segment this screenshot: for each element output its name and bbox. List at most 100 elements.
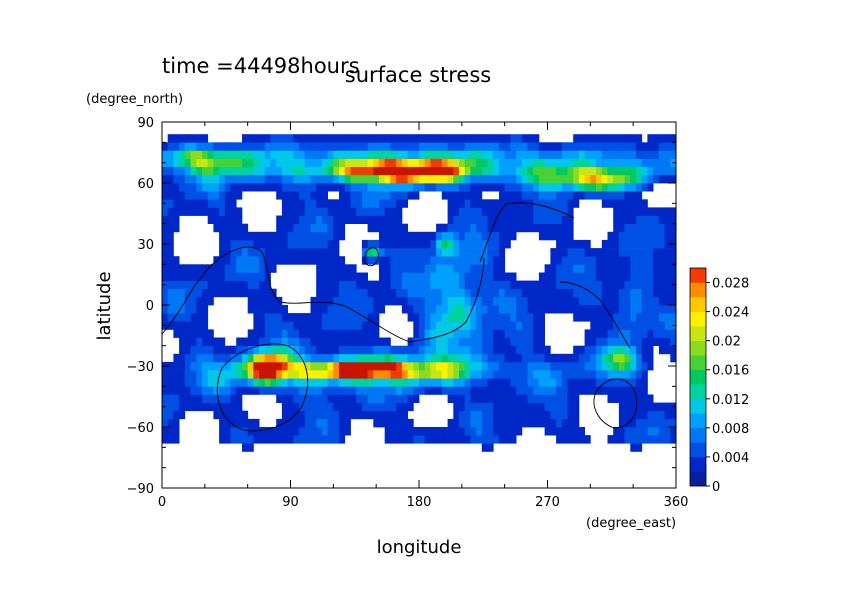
field-cell bbox=[664, 337, 671, 346]
field-cell bbox=[162, 410, 169, 420]
field-cell bbox=[361, 394, 368, 403]
field-cell bbox=[493, 142, 500, 151]
field-cell bbox=[361, 305, 368, 314]
field-cell bbox=[207, 386, 214, 395]
field-cell bbox=[447, 378, 454, 387]
field-cell bbox=[430, 386, 437, 395]
field-cell bbox=[339, 272, 346, 281]
field-cell bbox=[636, 158, 643, 168]
field-cell bbox=[624, 264, 631, 273]
field-cell bbox=[510, 378, 517, 387]
field-cell bbox=[499, 142, 506, 151]
field-cell bbox=[584, 288, 591, 298]
field-cell bbox=[590, 345, 597, 355]
field-cell bbox=[361, 158, 368, 168]
field-cell bbox=[367, 288, 374, 298]
field-cell bbox=[464, 142, 471, 151]
field-cell bbox=[636, 134, 643, 143]
field-cell bbox=[470, 207, 477, 216]
field-cell bbox=[419, 248, 426, 257]
field-cell bbox=[339, 264, 346, 273]
field-cell bbox=[350, 378, 357, 387]
field-cell bbox=[441, 256, 448, 265]
field-cell bbox=[470, 256, 477, 265]
field-cell bbox=[419, 158, 426, 168]
field-cell bbox=[499, 248, 506, 257]
field-cell bbox=[361, 191, 368, 200]
field-cell bbox=[658, 134, 665, 143]
field-cell bbox=[561, 402, 568, 412]
field-cell bbox=[167, 435, 174, 444]
field-cell bbox=[401, 427, 408, 436]
field-cell bbox=[264, 248, 271, 257]
field-cell bbox=[538, 402, 545, 412]
field-cell bbox=[647, 288, 654, 298]
field-cell bbox=[487, 296, 494, 306]
field-cell bbox=[618, 435, 625, 444]
field-cell bbox=[316, 305, 323, 314]
field-cell bbox=[316, 402, 323, 412]
field-cell bbox=[242, 239, 249, 249]
field-cell bbox=[573, 361, 580, 371]
field-cell bbox=[527, 378, 534, 387]
field-cell bbox=[459, 418, 466, 428]
field-cell bbox=[333, 361, 340, 371]
field-cell bbox=[396, 280, 403, 290]
field-cell bbox=[578, 142, 585, 151]
field-cell bbox=[419, 264, 426, 273]
field-cell bbox=[670, 150, 677, 159]
field-cell bbox=[173, 158, 180, 168]
field-cell bbox=[464, 166, 471, 176]
field-cell bbox=[379, 183, 386, 192]
field-cell bbox=[493, 435, 500, 444]
field-cell bbox=[162, 386, 169, 395]
field-cell bbox=[396, 215, 403, 224]
field-cell bbox=[658, 158, 665, 168]
field-cell bbox=[219, 158, 226, 168]
field-cell bbox=[344, 337, 351, 346]
field-cell bbox=[304, 402, 311, 412]
field-cell bbox=[487, 272, 494, 281]
field-cell bbox=[476, 329, 483, 338]
field-cell bbox=[310, 410, 317, 420]
field-cell bbox=[453, 427, 460, 436]
field-cell bbox=[339, 427, 346, 436]
field-cell bbox=[550, 296, 557, 306]
field-cell bbox=[219, 394, 226, 403]
field-cell bbox=[287, 248, 294, 257]
field-cell bbox=[407, 288, 414, 298]
field-cell bbox=[476, 305, 483, 314]
field-cell bbox=[607, 264, 614, 273]
field-cell bbox=[224, 272, 231, 281]
field-cell bbox=[601, 313, 608, 322]
field-cell bbox=[567, 361, 574, 371]
field-cell bbox=[544, 215, 551, 224]
field-cell bbox=[618, 183, 625, 192]
field-cell bbox=[573, 353, 580, 363]
field-cell bbox=[567, 410, 574, 420]
field-cell bbox=[396, 288, 403, 298]
field-cell bbox=[464, 272, 471, 281]
field-cell bbox=[247, 435, 254, 444]
field-cell bbox=[339, 288, 346, 298]
field-cell bbox=[441, 264, 448, 273]
field-cell bbox=[276, 370, 283, 379]
field-cell bbox=[653, 207, 660, 216]
field-cell bbox=[487, 402, 494, 412]
field-cell bbox=[184, 296, 191, 306]
field-cell bbox=[510, 150, 517, 159]
field-cell bbox=[561, 305, 568, 314]
field-cell bbox=[453, 256, 460, 265]
field-cell bbox=[327, 313, 334, 322]
field-cell bbox=[556, 142, 563, 151]
field-cell bbox=[493, 386, 500, 395]
field-cell bbox=[521, 402, 528, 412]
field-cell bbox=[373, 239, 380, 249]
field-cell bbox=[270, 231, 277, 241]
field-cell bbox=[636, 296, 643, 306]
field-cell bbox=[276, 174, 283, 184]
field-cell bbox=[481, 166, 488, 176]
field-cell bbox=[464, 223, 471, 233]
field-cell bbox=[453, 191, 460, 200]
field-cell bbox=[613, 264, 620, 273]
